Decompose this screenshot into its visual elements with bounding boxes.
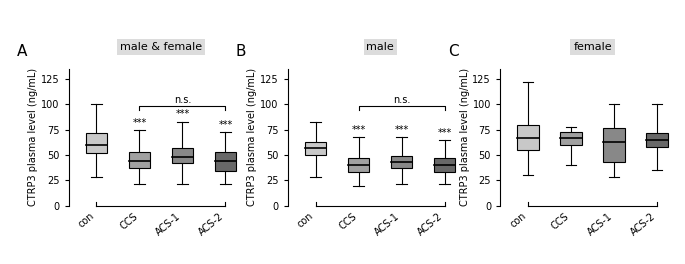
Text: n.s.: n.s.: [174, 95, 191, 105]
Bar: [214, 152, 236, 171]
Text: ***: ***: [132, 118, 147, 128]
Text: ***: ***: [219, 120, 233, 130]
Y-axis label: CTRP3 plasma level (ng/mL): CTRP3 plasma level (ng/mL): [28, 68, 38, 206]
Text: C: C: [448, 44, 459, 59]
Bar: [86, 133, 108, 153]
Text: ***: ***: [395, 125, 409, 135]
Bar: [348, 158, 369, 172]
Y-axis label: CTRP3 plasma level (ng/mL): CTRP3 plasma level (ng/mL): [247, 68, 258, 206]
Bar: [517, 125, 539, 150]
Text: A: A: [16, 44, 27, 59]
Bar: [305, 142, 327, 155]
Y-axis label: CTRP3 plasma level (ng/mL): CTRP3 plasma level (ng/mL): [460, 68, 470, 206]
Bar: [391, 156, 412, 168]
Bar: [434, 158, 456, 172]
Text: male & female: male & female: [120, 42, 202, 52]
Bar: [560, 132, 582, 145]
Bar: [603, 128, 625, 162]
Text: ***: ***: [351, 125, 366, 135]
Text: male: male: [366, 42, 394, 52]
Text: B: B: [236, 44, 247, 59]
Bar: [172, 148, 193, 163]
Text: female: female: [573, 42, 612, 52]
Text: n.s.: n.s.: [393, 95, 410, 105]
Bar: [646, 133, 668, 147]
Text: ***: ***: [175, 110, 190, 120]
Bar: [129, 152, 150, 168]
Text: ***: ***: [438, 128, 452, 138]
